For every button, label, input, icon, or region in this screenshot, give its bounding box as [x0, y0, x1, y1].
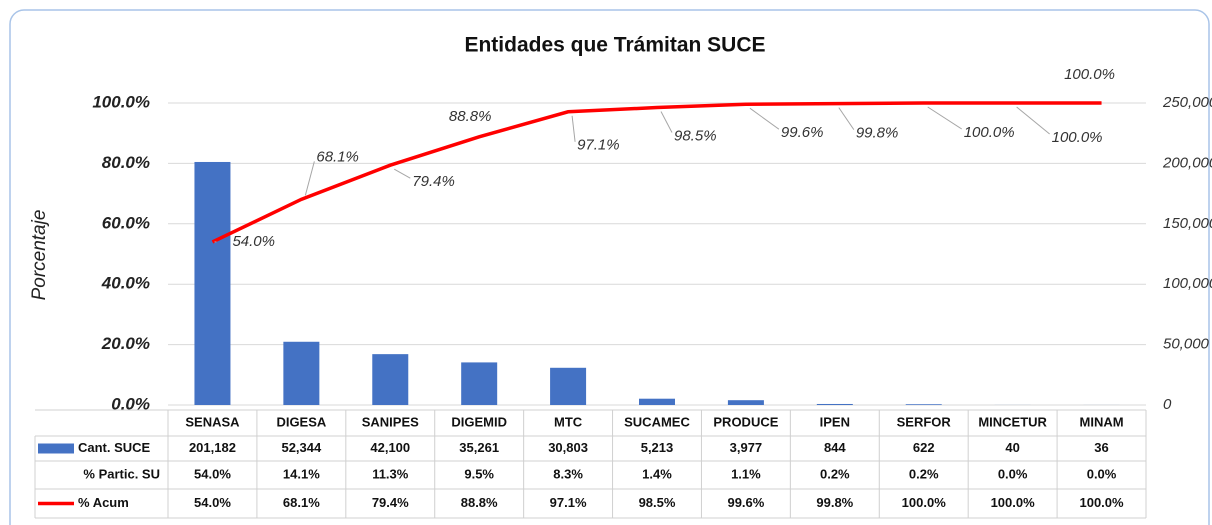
table-cell: 844 — [824, 440, 846, 455]
data-label: 99.8% — [856, 125, 899, 142]
table-cell: 98.5% — [639, 495, 676, 510]
data-label: 98.5% — [674, 127, 717, 144]
x-tick-label: SANIPES — [362, 414, 419, 429]
table-cell: 99.8% — [816, 495, 853, 510]
line — [211, 101, 1102, 244]
y-axis-label: Porcentaje — [29, 210, 50, 301]
x-tick-label: DIGESA — [276, 414, 326, 429]
legend-label: % Acum — [78, 495, 129, 510]
data-label: 99.6% — [781, 124, 824, 141]
table-cell: 35,261 — [459, 440, 499, 455]
leader-line — [749, 107, 780, 130]
table-cell: 79.4% — [372, 495, 409, 510]
bar — [461, 362, 498, 405]
table-cell: 1.1% — [731, 466, 761, 481]
x-tick-label: DIGEMID — [451, 414, 507, 429]
table-cell: 40 — [1005, 440, 1019, 455]
y2-tick-label: 250,000 — [1162, 94, 1212, 111]
legend-swatch — [38, 443, 74, 454]
data-label: 79.4% — [412, 173, 455, 190]
chart-title: Entidades que Trámitan SUCE — [464, 34, 765, 57]
table-cell: 201,182 — [189, 440, 236, 455]
table-cell: 3,977 — [730, 440, 763, 455]
bar — [816, 403, 853, 405]
table-cell: 36 — [1094, 440, 1108, 455]
table-cell: 5,213 — [641, 440, 674, 455]
x-tick-label: MTC — [554, 414, 583, 429]
table-cell: 622 — [913, 440, 935, 455]
table-cell: 88.8% — [461, 495, 498, 510]
bar — [372, 354, 409, 405]
table-cell: 99.6% — [727, 495, 764, 510]
x-tick-label: SUCAMEC — [624, 414, 690, 429]
table-cell: 0.2% — [909, 466, 939, 481]
y2-tick-label: 150,000 — [1163, 215, 1212, 232]
table-cell: 8.3% — [553, 466, 583, 481]
leader-line — [660, 111, 673, 133]
bar — [550, 367, 587, 405]
data-label: 100.0% — [964, 124, 1015, 141]
table-cell: 0.0% — [1087, 466, 1117, 481]
y2-tick-label: 200,000 — [1162, 154, 1212, 171]
x-tick-label: MINAM — [1080, 414, 1124, 429]
y2-tick-label: 0 — [1163, 396, 1172, 413]
y-tick-label: 0.0% — [111, 394, 150, 413]
data-label: 100.0% — [1052, 129, 1103, 146]
table-cell: 11.3% — [372, 466, 409, 481]
y-tick-label: 40.0% — [101, 274, 150, 293]
data-label: 88.8% — [449, 108, 492, 125]
table-cell: 42,100 — [370, 440, 410, 455]
legend-label: Cant. SUCE — [78, 440, 151, 455]
table-cell: 100.0% — [991, 495, 1036, 510]
data-label: 54.0% — [232, 233, 275, 250]
leader-line — [394, 168, 411, 179]
table-cell: 52,344 — [281, 440, 322, 455]
table-cell: 54.0% — [194, 495, 231, 510]
data-label: 68.1% — [316, 148, 359, 165]
y2-tick-label: 50,000 — [1163, 336, 1210, 353]
y2-tick-label: 100,000 — [1163, 275, 1212, 292]
data-label: 97.1% — [577, 137, 620, 154]
table-cell: 54.0% — [194, 466, 231, 481]
leader-line — [304, 161, 315, 196]
table-cell: 100.0% — [902, 495, 947, 510]
y-tick-label: 80.0% — [102, 153, 150, 172]
bar — [639, 398, 675, 405]
bar — [727, 400, 764, 405]
table-cell: 14.1% — [283, 466, 320, 481]
table-cell: 30,803 — [548, 440, 588, 455]
table-cell: 1.4% — [642, 466, 672, 481]
y-tick-label: 100.0% — [92, 92, 150, 111]
bar — [194, 161, 231, 405]
table-cell: 0.0% — [998, 466, 1028, 481]
table-cell: 68.1% — [283, 495, 320, 510]
leader-line — [1016, 106, 1050, 135]
table-cell: 97.1% — [550, 495, 587, 510]
leader-line — [571, 115, 576, 142]
leader-line — [838, 107, 855, 130]
data-label: 100.0% — [1064, 66, 1115, 83]
table-cell: 0.2% — [820, 466, 850, 481]
bar — [905, 404, 942, 405]
bar — [283, 341, 320, 405]
y-tick-label: 60.0% — [102, 213, 150, 232]
table-cell: 9.5% — [464, 466, 494, 481]
x-tick-label: SERFOR — [897, 414, 952, 429]
x-tick-label: PRODUCE — [713, 414, 778, 429]
x-tick-label: IPEN — [820, 414, 850, 429]
table-cell: 100.0% — [1079, 495, 1124, 510]
legend-label: % Partic. SU — [83, 466, 160, 481]
x-tick-label: MINCETUR — [978, 414, 1047, 429]
x-tick-label: SENASA — [185, 414, 240, 429]
leader-line — [927, 106, 962, 130]
y-tick-label: 20.0% — [101, 334, 150, 353]
